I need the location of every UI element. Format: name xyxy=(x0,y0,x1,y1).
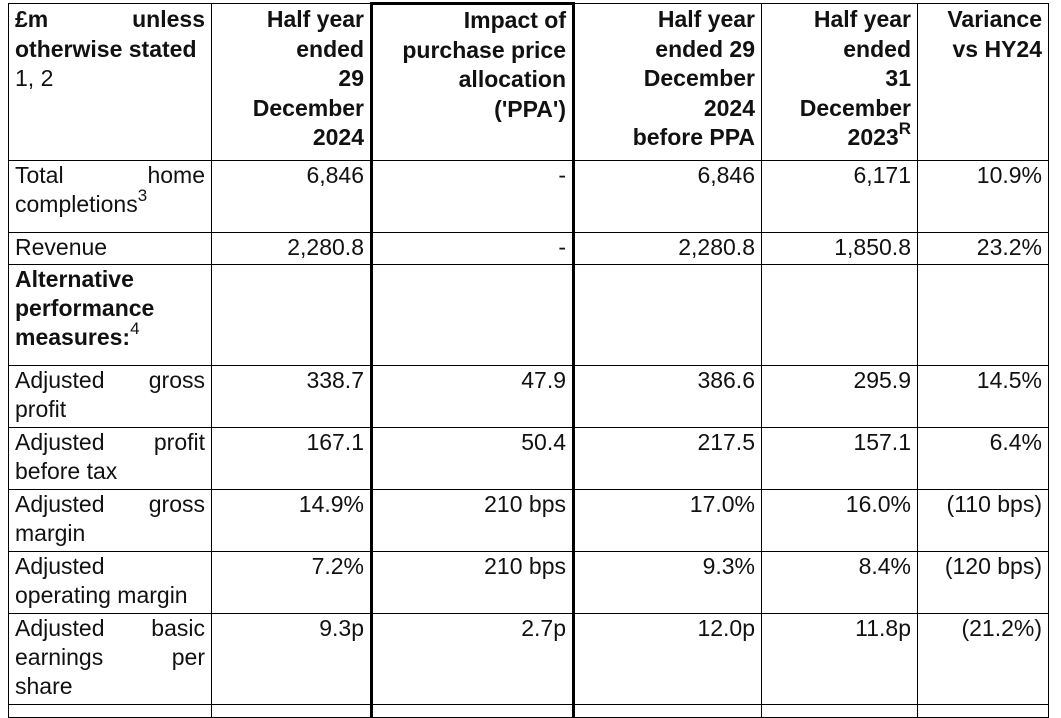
table-row: Total home completions3 6,846 - 6,846 6,… xyxy=(8,160,1049,233)
table-cell xyxy=(211,704,372,718)
table-cell: 210 bps xyxy=(370,489,575,552)
header-hy23-line: Half year xyxy=(813,6,911,32)
table-cell: 386.6 xyxy=(573,365,762,428)
header-before-ppa-line: 2024 xyxy=(703,94,755,121)
footnote-ref: 4 xyxy=(130,319,140,339)
table-cell xyxy=(573,704,762,718)
footnote-ref: 3 xyxy=(137,186,148,206)
header-ppa-line: Impact of xyxy=(463,7,566,33)
table-row: Adjusted gross profit 338.7 47.9 386.6 2… xyxy=(8,365,1049,428)
header-ppa-line: allocation xyxy=(458,66,566,92)
header-hy23-line: 2023 xyxy=(847,124,899,150)
table-cell: - xyxy=(370,160,575,233)
table-cell: 295.9 xyxy=(761,365,918,428)
table-cell: 16.0% xyxy=(761,489,918,552)
table-cell: 17.0% xyxy=(573,489,762,552)
header-hy23-line: December xyxy=(799,94,911,121)
table-cell: 8.4% xyxy=(761,551,918,614)
table-cell: 338.7 xyxy=(211,365,372,428)
table-cell xyxy=(211,264,372,366)
header-hy24: Half year ended 29 December 2024 xyxy=(211,3,372,161)
table-cell: 14.9% xyxy=(211,489,372,552)
table-row: Adjusted operating margin 7.2% 210 bps 9… xyxy=(8,551,1049,614)
table-cell: 50.4 xyxy=(370,427,575,490)
table-cell: 2.7p xyxy=(370,613,575,705)
table-row: Adjusted gross margin 14.9% 210 bps 17.0… xyxy=(8,489,1049,552)
table-cell: 2,280.8 xyxy=(211,232,372,265)
table-cell xyxy=(917,704,1049,718)
header-ppa-line: purchase price xyxy=(402,36,566,63)
header-before-ppa-line: ended 29 xyxy=(655,35,755,62)
table-cell: 157.1 xyxy=(761,427,918,490)
header-before-ppa-line: December xyxy=(643,65,755,91)
table-cell: 10.9% xyxy=(917,160,1049,233)
header-variance: Variance vs HY24 xyxy=(917,3,1049,161)
table-cell xyxy=(370,264,575,366)
units-label: £m xyxy=(15,6,49,32)
table-cell xyxy=(370,704,575,718)
table-cell: 6.4% xyxy=(917,427,1049,490)
table-cell: 6,846 xyxy=(573,160,762,233)
table-cell: 11.8p xyxy=(761,613,918,705)
header-hy24-line: December xyxy=(252,94,364,121)
table-cell: 6,846 xyxy=(211,160,372,233)
header-hy23-line: 31 xyxy=(885,65,911,91)
row-label: Adjusted operating margin xyxy=(8,551,212,614)
header-ppa-line: ('PPA') xyxy=(494,95,566,122)
header-hy24-before-ppa: Half year ended 29 December 2024 before … xyxy=(573,3,762,161)
section-header-row: Alternative performance measures:4 xyxy=(8,264,1049,366)
header-hy24-line: Half year xyxy=(266,6,364,32)
table-cell: 2,280.8 xyxy=(573,232,762,265)
table-cell: 1,850.8 xyxy=(761,232,918,265)
row-label: Adjusted gross profit xyxy=(8,365,212,428)
table-cell: (120 bps) xyxy=(917,551,1049,614)
table-cell: 23.2% xyxy=(917,232,1049,265)
row-label: Total home completions3 xyxy=(8,160,212,233)
table-cell: 12.0p xyxy=(573,613,762,705)
table-cell xyxy=(8,704,212,718)
row-label: Alternative performance measures:4 xyxy=(8,264,212,366)
header-hy23: Half year ended 31 December 2023R xyxy=(761,3,918,161)
table-row-cut-off xyxy=(8,704,1049,718)
row-label: Adjusted basic earnings per share xyxy=(8,613,212,705)
table-cell xyxy=(761,264,918,366)
table-cell: (110 bps) xyxy=(917,489,1049,552)
table-cell: 167.1 xyxy=(211,427,372,490)
header-variance-line: vs HY24 xyxy=(952,35,1042,62)
table-cell: 210 bps xyxy=(370,551,575,614)
row-label: Adjusted gross margin xyxy=(8,489,212,552)
header-before-ppa-line: before PPA xyxy=(632,124,755,150)
units-label-unless: unless xyxy=(132,6,205,32)
table-cell xyxy=(573,264,762,366)
units-label-otherwise: otherwise stated xyxy=(15,35,197,62)
table-cell: 7.2% xyxy=(211,551,372,614)
header-ppa-impact: Impact of purchase price allocation ('PP… xyxy=(370,2,575,161)
table-cell: 14.5% xyxy=(917,365,1049,428)
header-units-cell: £m unless otherwise stated 1, 2 xyxy=(8,3,212,161)
header-before-ppa-line: Half year xyxy=(657,6,755,32)
table-cell xyxy=(917,264,1049,366)
table-cell: (21.2%) xyxy=(917,613,1049,705)
row-label: Revenue xyxy=(8,232,212,265)
table-cell: 9.3% xyxy=(573,551,762,614)
table-row: Adjusted profit before tax 167.1 50.4 21… xyxy=(8,427,1049,490)
table-cell: 47.9 xyxy=(370,365,575,428)
header-variance-line: Variance xyxy=(947,6,1042,32)
row-label: Adjusted profit before tax xyxy=(8,427,212,490)
header-hy24-line: 2024 xyxy=(312,124,364,150)
header-row: £m unless otherwise stated 1, 2 Half yea… xyxy=(8,2,1049,161)
financial-summary-table: £m unless otherwise stated 1, 2 Half yea… xyxy=(8,2,1049,718)
header-hy24-line: 29 xyxy=(338,65,364,91)
table-cell xyxy=(761,704,918,718)
table-cell: - xyxy=(370,232,575,265)
header-hy23-line: ended xyxy=(843,35,911,62)
table-cell: 6,171 xyxy=(761,160,918,233)
table-row: Revenue 2,280.8 - 2,280.8 1,850.8 23.2% xyxy=(8,232,1049,265)
table-row: Adjusted basic earnings per share 9.3p 2… xyxy=(8,613,1049,705)
table-cell: 9.3p xyxy=(211,613,372,705)
restated-marker: R xyxy=(898,119,911,139)
table-cell: 217.5 xyxy=(573,427,762,490)
units-footnote-refs: 1, 2 xyxy=(15,65,54,91)
header-hy24-line: ended xyxy=(296,35,364,62)
